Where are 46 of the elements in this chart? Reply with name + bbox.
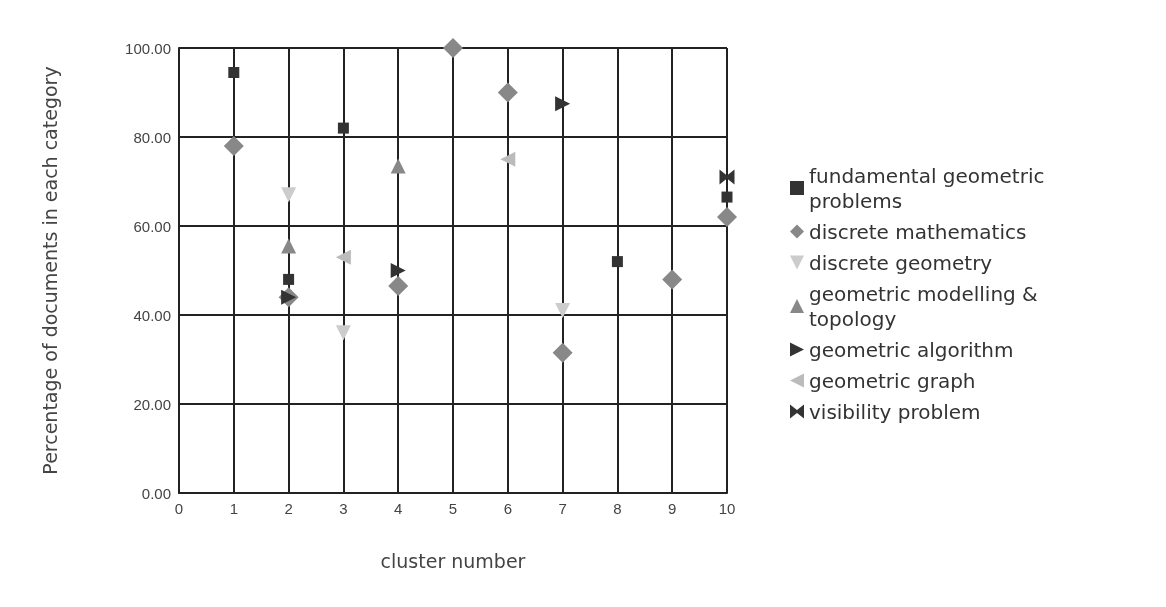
point (281, 238, 297, 254)
legend-label: geometric graph (809, 368, 976, 393)
x-tick-label: 4 (394, 500, 403, 517)
x-tick-label: 7 (558, 500, 567, 517)
point (717, 207, 737, 228)
point (555, 303, 571, 319)
x-tick-label: 10 (718, 500, 736, 517)
point (721, 191, 733, 203)
point (497, 82, 518, 103)
y-tick-label: 60.00 (133, 217, 171, 235)
point (335, 325, 351, 341)
x-tick-label: 3 (339, 500, 348, 517)
y-tick-label: 20.00 (133, 395, 171, 413)
y-axis-title: Percentage of documents in each category (38, 66, 61, 475)
y-tick-label: 0.00 (141, 484, 171, 502)
point (500, 151, 516, 167)
x-tick-label: 8 (613, 500, 622, 517)
point (283, 273, 295, 285)
point (335, 249, 351, 265)
point (388, 276, 409, 297)
x-tick-label: 2 (284, 500, 293, 517)
point (390, 158, 406, 174)
point (390, 263, 406, 278)
x-tick-label: 1 (229, 500, 238, 517)
point (552, 342, 573, 363)
x-tick-label: 0 (174, 500, 184, 517)
x-tick-label: 6 (503, 500, 512, 517)
point (555, 96, 571, 112)
point (443, 38, 463, 58)
x-axis-title: cluster number (380, 549, 526, 572)
point (223, 135, 244, 156)
point (337, 122, 349, 134)
legend-label: visibility problem (809, 399, 981, 424)
y-tick-label: 80.00 (133, 128, 171, 146)
y-tick-label: 100.00 (125, 39, 171, 57)
point (719, 169, 735, 185)
y-tick-label: 40.00 (133, 306, 171, 324)
x-tick-label: 9 (668, 500, 677, 517)
point (281, 187, 297, 203)
legend-label: discrete mathematics (809, 219, 1027, 244)
point (662, 269, 683, 290)
legend-label: discrete geometry (809, 250, 993, 275)
legend-label: geometric algorithm (809, 337, 1014, 362)
x-tick-label: 5 (448, 500, 458, 517)
point (611, 256, 623, 268)
point (228, 66, 240, 78)
